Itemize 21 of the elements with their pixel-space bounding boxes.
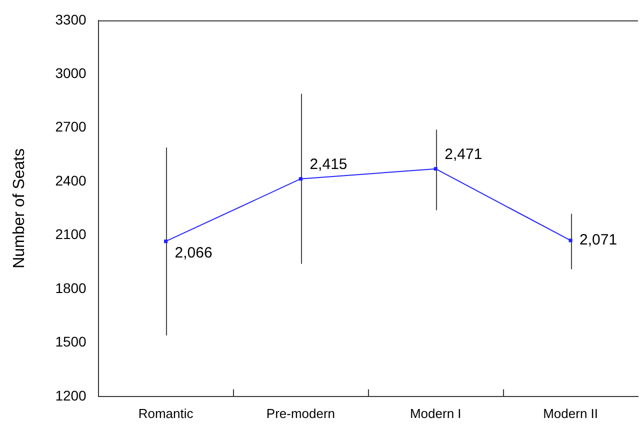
point — [164, 240, 168, 244]
y-tick-label: 2400 — [55, 172, 87, 188]
data-label: 2,471 — [444, 146, 482, 163]
y-tick-label: 2700 — [55, 118, 87, 135]
x-tick-label: Modern I — [410, 406, 462, 421]
data-label: 2,415 — [310, 156, 348, 173]
y-tick-label: 2100 — [55, 226, 87, 242]
y-tick-label: 3300 — [55, 11, 87, 28]
data-label: 2,066 — [174, 244, 212, 262]
x-tick-label: Modern II — [543, 406, 598, 421]
x-tick-label: Romantic — [138, 406, 194, 421]
y-tick-label: 3000 — [55, 64, 87, 81]
y-axis-title: Number of Seats — [11, 148, 28, 268]
y-tick-label: 1200 — [55, 387, 87, 404]
point — [568, 238, 572, 242]
y-tick-label: 1500 — [55, 334, 87, 350]
x-tick-label: Pre-modern — [266, 406, 336, 421]
y-tick-label: 1800 — [55, 280, 87, 296]
point — [298, 177, 302, 181]
data-label: 2,071 — [580, 232, 618, 249]
point — [434, 167, 438, 171]
